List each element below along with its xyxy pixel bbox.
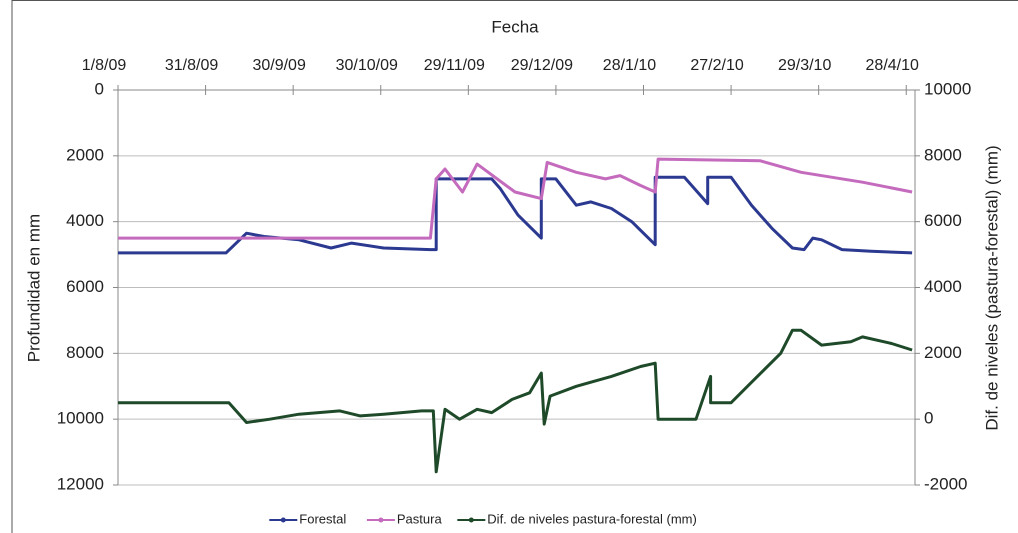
y-tick-label: 10000	[57, 409, 104, 428]
chart-title: Fecha	[491, 17, 539, 36]
x-tick-label: 27/2/10	[690, 57, 743, 74]
x-tick-label: 29/3/10	[778, 57, 831, 74]
legend-marker	[378, 517, 384, 523]
y2-tick-label: 2000	[924, 343, 962, 362]
y-tick-label: 6000	[66, 277, 104, 296]
y2-tick-label: 4000	[924, 277, 962, 296]
x-tick-label: 30/10/09	[336, 57, 398, 74]
y2-tick-label: 0	[924, 409, 933, 428]
series-line	[118, 328, 913, 474]
y-axis-label: Profundidad en mm	[24, 214, 43, 362]
y2-tick-label: 8000	[924, 145, 962, 164]
y2-axis-label: Dif. de niveles (pastura-forestal) (mm)	[982, 145, 1001, 430]
x-tick-label: 28/1/10	[603, 57, 656, 74]
legend-marker	[468, 517, 474, 523]
legend-label: Dif. de niveles pastura-forestal (mm)	[487, 511, 697, 526]
y-tick-label: 0	[95, 79, 104, 98]
y2-tick-label: 6000	[924, 211, 962, 230]
x-tick-label: 1/8/09	[82, 57, 127, 74]
series-line	[118, 157, 913, 240]
y-tick-label: 2000	[66, 145, 104, 164]
y-tick-label: 12000	[57, 474, 104, 493]
series-line	[118, 175, 913, 255]
x-tick-label: 30/9/09	[252, 57, 305, 74]
legend-marker	[280, 517, 286, 523]
legend-label: Forestal	[299, 511, 346, 526]
chart-frame	[11, 0, 1018, 533]
legend-label: Pastura	[397, 511, 443, 526]
y2-tick-label: -2000	[924, 474, 967, 493]
y2-tick-label: 10000	[924, 79, 971, 98]
x-tick-label: 31/8/09	[165, 57, 218, 74]
y-tick-label: 8000	[66, 343, 104, 362]
x-tick-label: 29/12/09	[511, 57, 573, 74]
x-tick-label: 29/11/09	[424, 57, 485, 74]
x-tick-label: 28/4/10	[866, 57, 919, 74]
y-tick-label: 4000	[66, 211, 104, 230]
